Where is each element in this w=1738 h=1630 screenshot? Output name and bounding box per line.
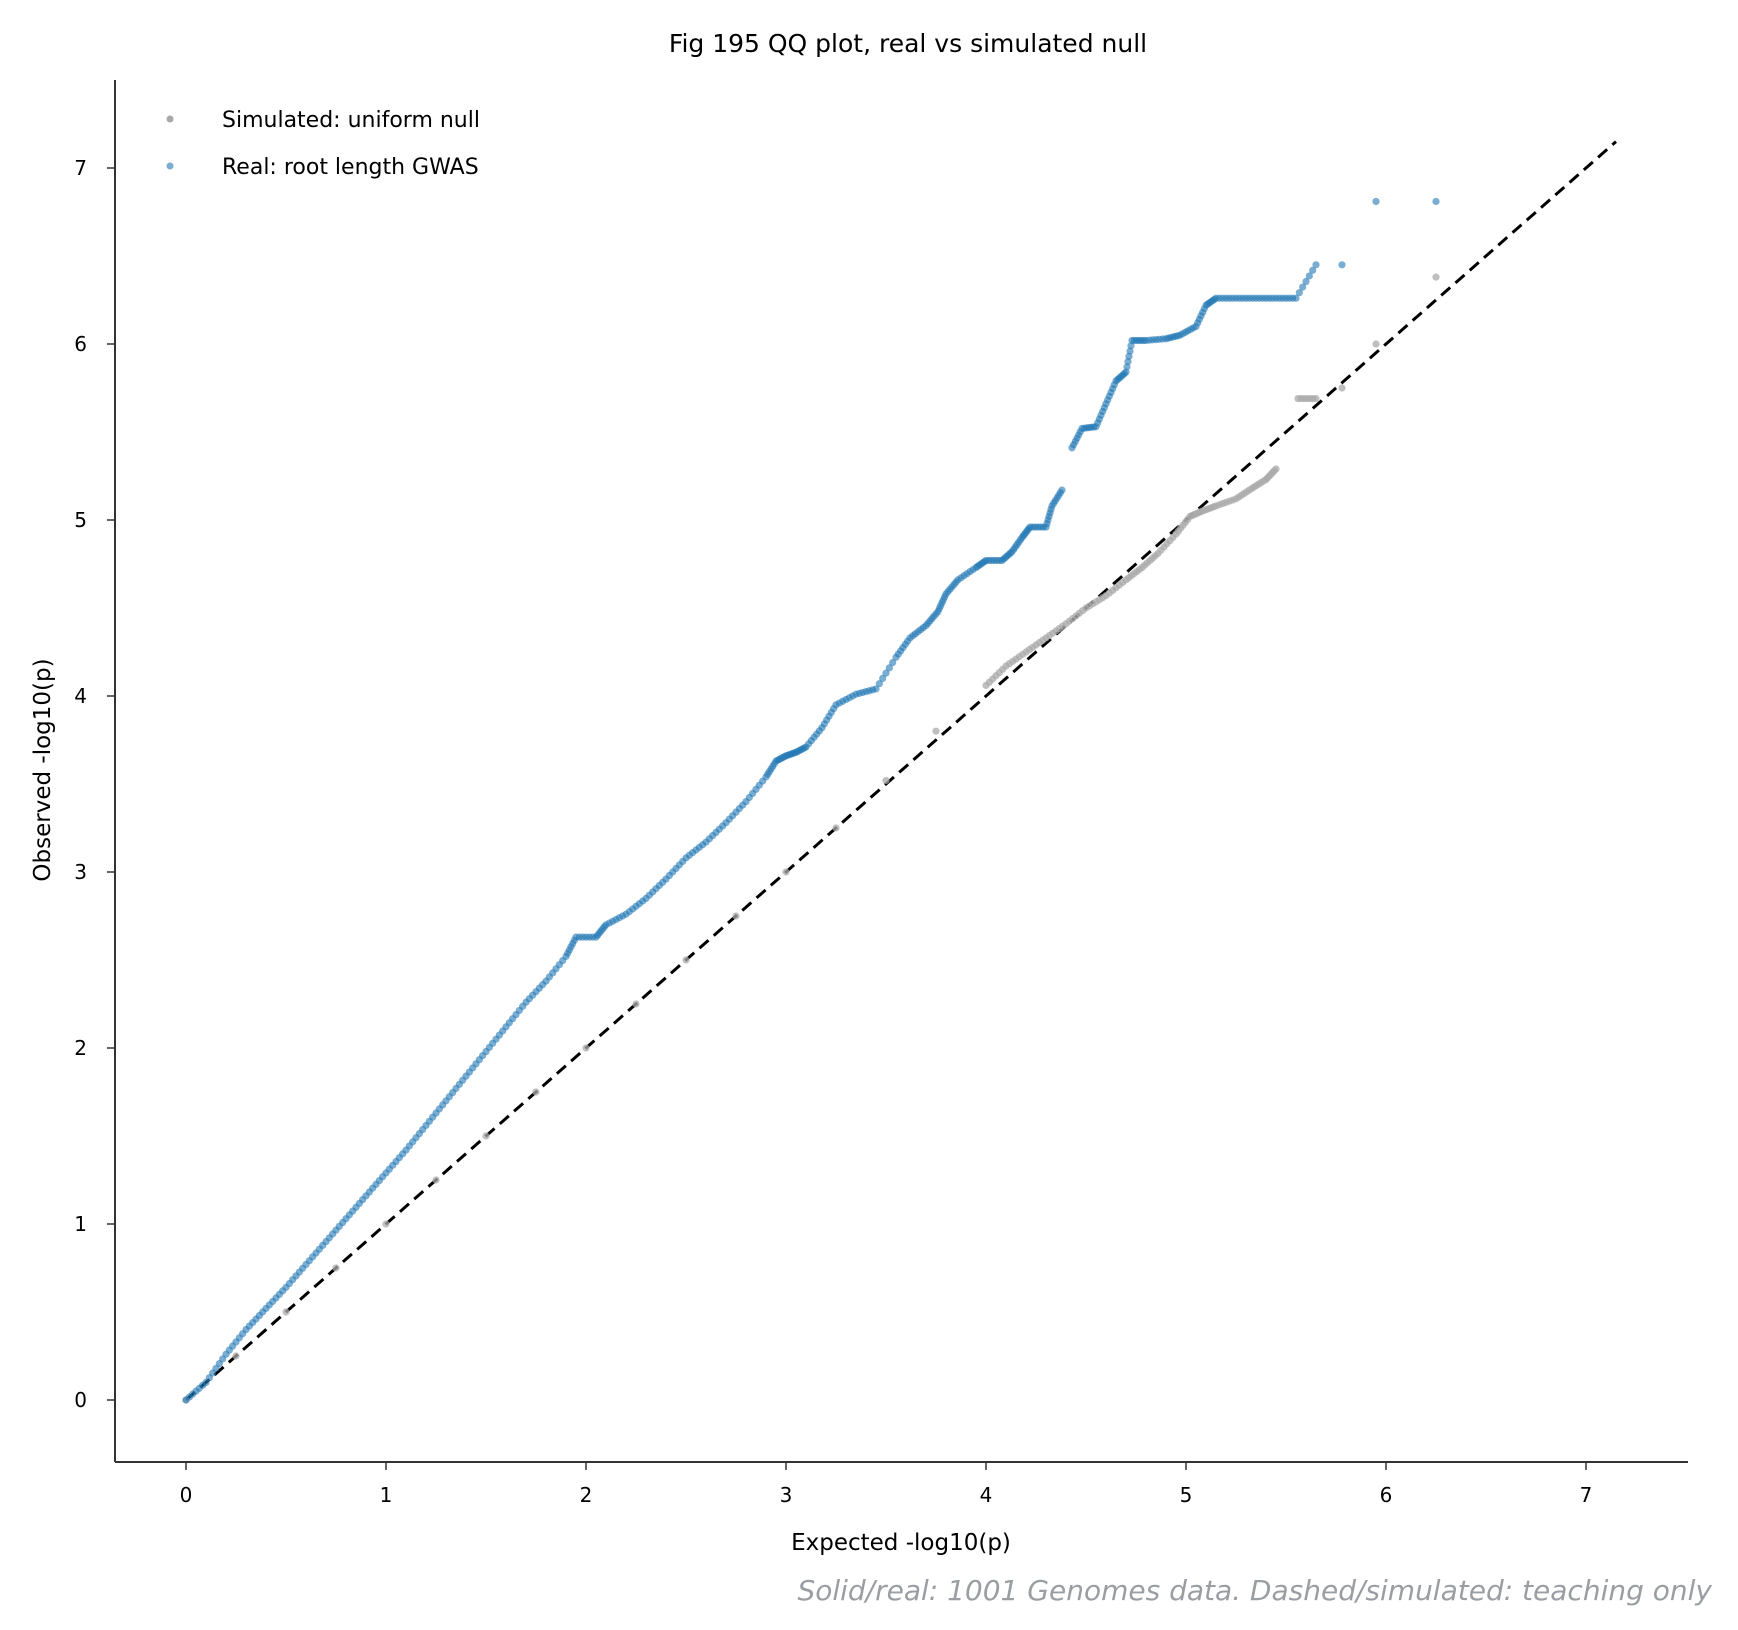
simulated-null-point <box>1432 273 1440 281</box>
simulated-null-point <box>1372 340 1380 348</box>
real-gwas-point <box>1058 486 1066 494</box>
x-tick-label: 1 <box>380 1483 393 1507</box>
x-tick-label: 2 <box>580 1483 593 1507</box>
real-gwas-point <box>885 664 893 672</box>
simulated-null-point <box>882 776 890 785</box>
y-tick-label: 0 <box>74 1388 87 1412</box>
real-gwas-point <box>1372 197 1380 206</box>
real-gwas-point <box>875 680 883 688</box>
x-axis-label: Expected -log10(p) <box>791 1530 1011 1556</box>
simulated-null-point <box>1272 465 1280 473</box>
simulated-null-point <box>432 1176 440 1184</box>
legend-label-simulated: Simulated: uniform null <box>222 108 480 133</box>
footnote: Solid/real: 1001 Genomes data. Dashed/si… <box>797 1574 1712 1607</box>
real-gwas-point <box>1309 266 1317 274</box>
x-tick-label: 7 <box>1580 1483 1593 1507</box>
real-gwas-point <box>1312 261 1320 269</box>
simulated-null-point <box>1338 384 1346 392</box>
simulated-null-point <box>732 912 740 920</box>
simulated-null-point <box>632 1000 640 1008</box>
real-gwas-point <box>882 669 890 677</box>
x-tick-label: 5 <box>1180 1483 1193 1507</box>
real-gwas-point <box>1295 289 1303 297</box>
real-gwas-point <box>1432 197 1440 206</box>
simulated-null-point <box>282 1308 290 1316</box>
chart-title: Fig 195 QQ plot, real vs simulated null <box>669 29 1147 58</box>
simulated-null-point <box>682 956 690 964</box>
simulated-null-point <box>582 1044 590 1052</box>
legend-marker-real <box>166 162 174 170</box>
y-tick-label: 1 <box>74 1212 87 1236</box>
legend-marker-simulated <box>166 115 174 123</box>
y-axis-label: Observed -log10(p) <box>30 658 56 881</box>
y-tick-label: 4 <box>74 684 87 708</box>
x-tick-label: 4 <box>980 1483 993 1507</box>
real-gwas-point <box>879 674 887 683</box>
y-tick-label: 7 <box>74 156 87 180</box>
y-tick-label: 5 <box>74 508 87 532</box>
real-gwas-point <box>1338 261 1346 269</box>
real-gwas-point <box>889 658 897 667</box>
simulated-null-point <box>932 727 940 735</box>
simulated-null-point <box>532 1088 540 1096</box>
x-tick-label: 6 <box>1380 1483 1393 1507</box>
simulated-null-point <box>832 824 840 832</box>
y-tick-label: 2 <box>74 1036 87 1060</box>
x-tick-label: 3 <box>780 1483 793 1507</box>
simulated-null-point <box>1312 394 1320 403</box>
legend: Simulated: uniform null Real: root lengt… <box>166 108 480 180</box>
real-gwas-point <box>1302 277 1310 286</box>
simulated-null-point <box>782 868 790 876</box>
simulated-null-point <box>482 1132 490 1140</box>
y-tick-label: 3 <box>74 860 87 884</box>
x-axis-ticks: 0 1 2 3 4 5 6 7 <box>180 1462 1593 1507</box>
simulated-null-point <box>232 1352 240 1360</box>
real-gwas-series <box>182 197 1440 1404</box>
y-tick-label: 6 <box>74 332 87 356</box>
simulated-null-point <box>332 1264 340 1272</box>
x-tick-label: 0 <box>180 1483 193 1507</box>
reference-line <box>185 140 1617 1402</box>
real-gwas-point <box>1305 272 1313 280</box>
real-gwas-point <box>1299 283 1307 291</box>
simulated-null-series <box>182 273 1440 1404</box>
simulated-null-point <box>382 1220 390 1228</box>
real-gwas-point <box>872 685 880 693</box>
real-gwas-point <box>1292 294 1300 302</box>
legend-label-real: Real: root length GWAS <box>222 155 479 180</box>
y-axis-ticks: 0 1 2 3 4 5 6 7 <box>74 156 115 1412</box>
